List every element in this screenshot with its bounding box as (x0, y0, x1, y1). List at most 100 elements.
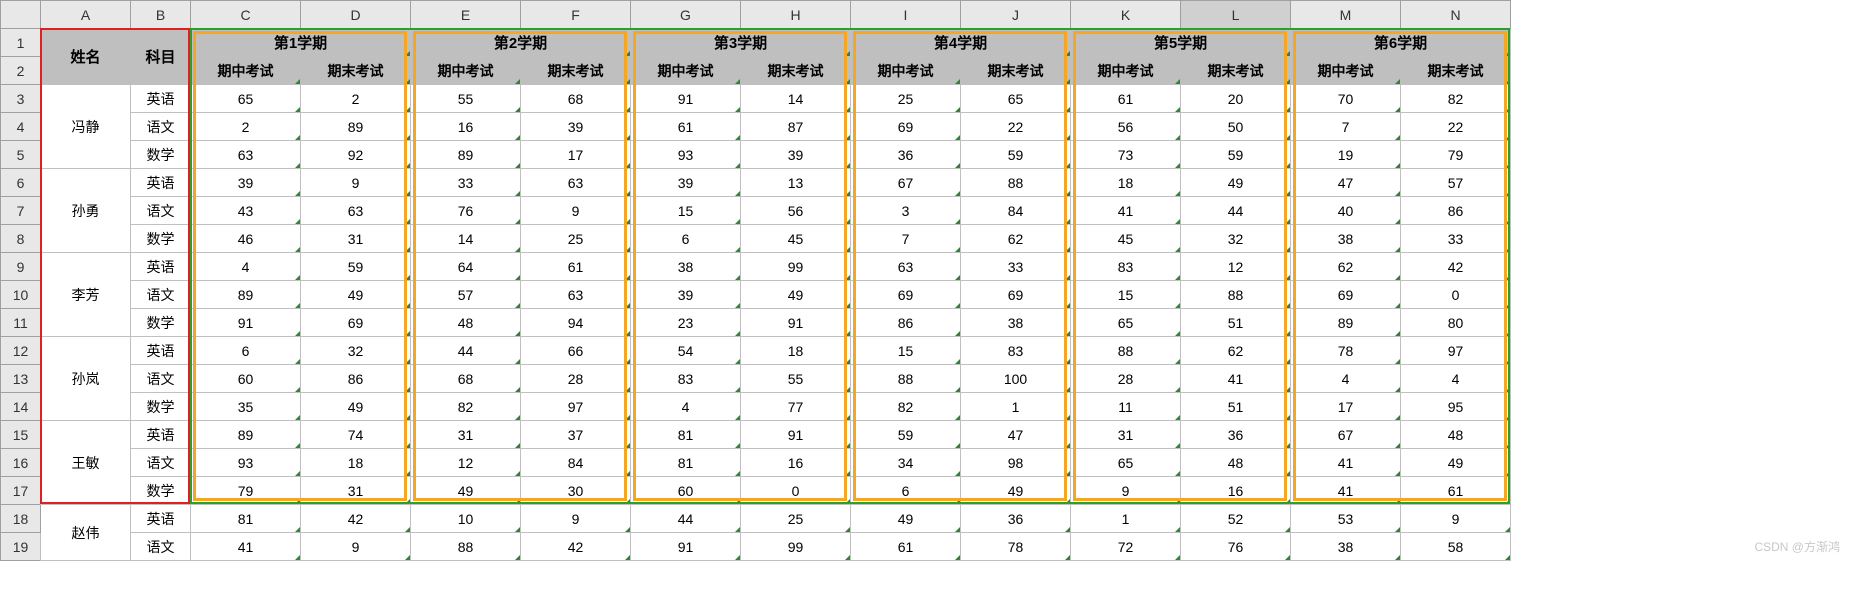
cell-subject[interactable]: 语文 (131, 449, 191, 477)
cell-name[interactable]: 王敏 (41, 421, 131, 505)
cell-value[interactable]: 99 (741, 533, 851, 561)
cell-subject[interactable]: 英语 (131, 421, 191, 449)
cell-value[interactable]: 55 (411, 85, 521, 113)
cell-value[interactable]: 41 (1291, 449, 1401, 477)
cell-value[interactable]: 9 (301, 533, 411, 561)
cell-value[interactable]: 33 (411, 169, 521, 197)
cell-name[interactable]: 李芳 (41, 253, 131, 337)
cell-value[interactable]: 100 (961, 365, 1071, 393)
cell-value[interactable]: 86 (1401, 197, 1511, 225)
cell-value[interactable]: 31 (411, 421, 521, 449)
cell-value[interactable]: 67 (1291, 421, 1401, 449)
cell-value[interactable]: 95 (1401, 393, 1511, 421)
cell-value[interactable]: 65 (1071, 449, 1181, 477)
cell-value[interactable]: 48 (411, 309, 521, 337)
cell-value[interactable]: 39 (631, 281, 741, 309)
cell-value[interactable]: 69 (851, 113, 961, 141)
cell-value[interactable]: 57 (411, 281, 521, 309)
cell-value[interactable]: 1 (961, 393, 1071, 421)
cell-value[interactable]: 64 (411, 253, 521, 281)
cell-value[interactable]: 70 (1291, 85, 1401, 113)
cell-value[interactable]: 18 (1071, 169, 1181, 197)
cell-value[interactable]: 79 (191, 477, 301, 505)
cell-value[interactable]: 39 (631, 169, 741, 197)
cell-value[interactable]: 91 (631, 533, 741, 561)
cell-value[interactable]: 63 (301, 197, 411, 225)
row-header-18[interactable]: 18 (1, 505, 41, 533)
cell-value[interactable]: 61 (521, 253, 631, 281)
cell-value[interactable]: 33 (1401, 225, 1511, 253)
cell-value[interactable]: 63 (521, 281, 631, 309)
cell-value[interactable]: 97 (1401, 337, 1511, 365)
row-header-7[interactable]: 7 (1, 197, 41, 225)
cell-value[interactable]: 22 (1401, 113, 1511, 141)
cell-value[interactable]: 18 (741, 337, 851, 365)
cell-value[interactable]: 30 (521, 477, 631, 505)
cell-value[interactable]: 28 (1071, 365, 1181, 393)
cell-value[interactable]: 58 (1401, 533, 1511, 561)
cell-value[interactable]: 81 (631, 421, 741, 449)
cell-value[interactable]: 37 (521, 421, 631, 449)
cell-value[interactable]: 34 (851, 449, 961, 477)
cell-value[interactable]: 60 (191, 365, 301, 393)
cell-value[interactable]: 63 (521, 169, 631, 197)
row-header-2[interactable]: 2 (1, 57, 41, 85)
cell-value[interactable]: 88 (1071, 337, 1181, 365)
cell-value[interactable]: 45 (1071, 225, 1181, 253)
col-header-A[interactable]: A (41, 1, 131, 29)
cell-value[interactable]: 18 (301, 449, 411, 477)
cell-value[interactable]: 39 (521, 113, 631, 141)
cell-value[interactable]: 12 (1181, 253, 1291, 281)
row-header-8[interactable]: 8 (1, 225, 41, 253)
cell-value[interactable]: 53 (1291, 505, 1401, 533)
cell-value[interactable]: 49 (851, 505, 961, 533)
cell-value[interactable]: 51 (1181, 393, 1291, 421)
cell-subject[interactable]: 语文 (131, 533, 191, 561)
cell-value[interactable]: 72 (1071, 533, 1181, 561)
cell-value[interactable]: 0 (741, 477, 851, 505)
col-header-M[interactable]: M (1291, 1, 1401, 29)
cell-value[interactable]: 74 (301, 421, 411, 449)
cell-value[interactable]: 0 (1401, 281, 1511, 309)
cell-value[interactable]: 1 (1071, 505, 1181, 533)
cell-value[interactable]: 4 (191, 253, 301, 281)
cell-value[interactable]: 42 (1401, 253, 1511, 281)
cell-value[interactable]: 73 (1071, 141, 1181, 169)
cell-value[interactable]: 9 (1071, 477, 1181, 505)
cell-value[interactable]: 89 (191, 281, 301, 309)
cell-value[interactable]: 61 (1071, 85, 1181, 113)
cell-subject[interactable]: 语文 (131, 365, 191, 393)
cell-value[interactable]: 91 (741, 309, 851, 337)
cell-value[interactable]: 89 (1291, 309, 1401, 337)
cell-value[interactable]: 50 (1181, 113, 1291, 141)
cell-value[interactable]: 81 (191, 505, 301, 533)
cell-value[interactable]: 80 (1401, 309, 1511, 337)
cell-value[interactable]: 68 (521, 85, 631, 113)
cell-value[interactable]: 87 (741, 113, 851, 141)
cell-value[interactable]: 13 (741, 169, 851, 197)
col-header-G[interactable]: G (631, 1, 741, 29)
cell-value[interactable]: 38 (961, 309, 1071, 337)
cell-value[interactable]: 88 (961, 169, 1071, 197)
row-header-6[interactable]: 6 (1, 169, 41, 197)
cell-value[interactable]: 57 (1401, 169, 1511, 197)
cell-value[interactable]: 44 (631, 505, 741, 533)
cell-value[interactable]: 31 (301, 477, 411, 505)
cell-subject[interactable]: 英语 (131, 169, 191, 197)
cell-value[interactable]: 10 (411, 505, 521, 533)
cell-value[interactable]: 20 (1181, 85, 1291, 113)
cell-value[interactable]: 97 (521, 393, 631, 421)
cell-value[interactable]: 59 (1181, 141, 1291, 169)
cell-value[interactable]: 41 (1071, 197, 1181, 225)
cell-value[interactable]: 47 (1291, 169, 1401, 197)
cell-value[interactable]: 81 (631, 449, 741, 477)
cell-subject[interactable]: 英语 (131, 253, 191, 281)
cell-value[interactable]: 89 (411, 141, 521, 169)
cell-value[interactable]: 91 (191, 309, 301, 337)
cell-value[interactable]: 9 (301, 169, 411, 197)
cell-value[interactable]: 15 (851, 337, 961, 365)
cell-name[interactable]: 孙勇 (41, 169, 131, 253)
cell-value[interactable]: 49 (741, 281, 851, 309)
col-header-F[interactable]: F (521, 1, 631, 29)
cell-value[interactable]: 46 (191, 225, 301, 253)
